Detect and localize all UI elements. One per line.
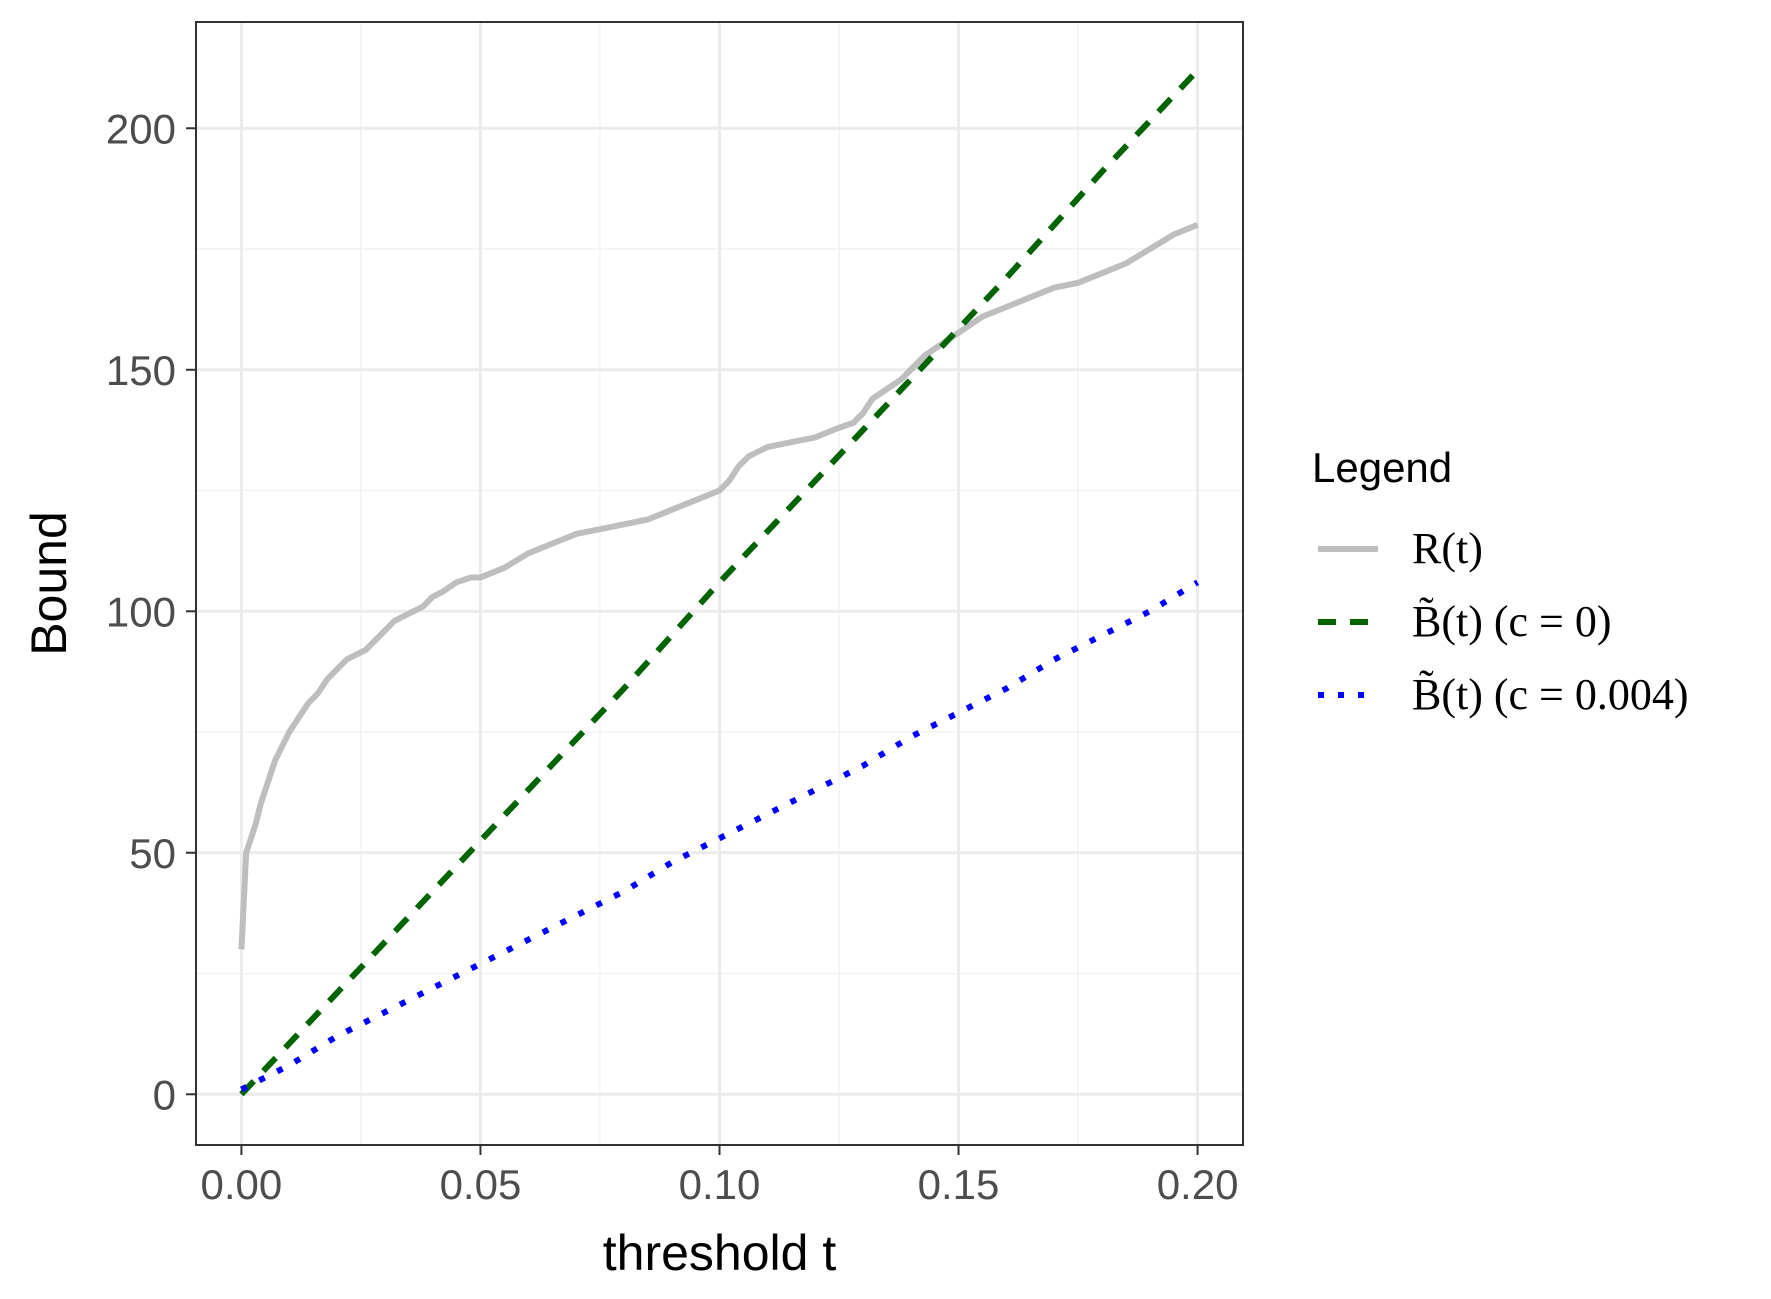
y-axis-title: Bound	[21, 511, 77, 656]
legend-label-b-c004: B̃(t) (c = 0.004)	[1412, 670, 1689, 719]
series-line-1	[239, 68, 1200, 1097]
x-tick-label: 0.10	[679, 1161, 761, 1208]
y-tick-label: 150	[106, 347, 176, 394]
x-tick-label: 0.15	[918, 1161, 1000, 1208]
legend-label-r: R(t)	[1412, 524, 1483, 573]
series-line-2	[240, 579, 1200, 1093]
legend-label-b-c0: B̃(t) (c = 0)	[1412, 597, 1612, 646]
x-axis: 0.00 0.05 0.10 0.15 0.20	[201, 1145, 1239, 1208]
legend: Legend R(t) B̃(t) (c = 0) B̃(t) (c = 0.0…	[1312, 444, 1689, 719]
x-tick-label: 0.00	[201, 1161, 283, 1208]
legend-entry-b-c004: B̃(t) (c = 0.004)	[1318, 670, 1689, 719]
y-axis: 0 50 100 150 200	[106, 105, 196, 1118]
legend-title: Legend	[1312, 444, 1452, 491]
y-tick-label: 50	[129, 830, 176, 877]
series-layer	[238, 68, 1200, 1097]
x-tick-label: 0.05	[440, 1161, 522, 1208]
legend-entry-r: R(t)	[1318, 524, 1483, 573]
x-tick-label: 0.20	[1157, 1161, 1239, 1208]
y-tick-label: 0	[153, 1071, 176, 1118]
grid-major	[196, 22, 1243, 1145]
x-axis-title: threshold t	[603, 1225, 837, 1281]
y-tick-label: 100	[106, 588, 176, 635]
legend-entry-b-c0: B̃(t) (c = 0)	[1318, 597, 1612, 646]
y-tick-label: 200	[106, 105, 176, 152]
